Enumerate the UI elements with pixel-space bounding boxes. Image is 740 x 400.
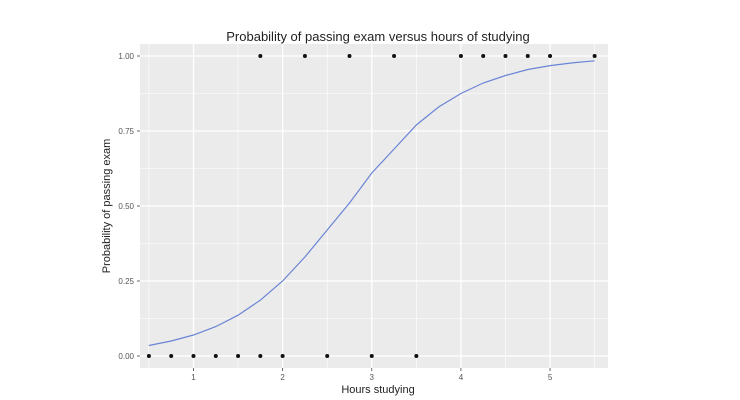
data-point <box>481 54 486 58</box>
data-point <box>392 54 397 58</box>
data-point <box>369 354 374 358</box>
y-axis-ticks: 0.00 0.25 0.50 0.75 1.00 <box>118 52 140 361</box>
data-point <box>503 54 508 58</box>
y-tick-label: 0.75 <box>118 127 134 136</box>
data-point <box>236 354 241 358</box>
y-tick-label: 0.00 <box>118 352 134 361</box>
data-point <box>347 54 352 58</box>
data-point <box>146 354 151 358</box>
x-tick-label: 2 <box>280 373 285 382</box>
y-axis-label: Probability of passing exam <box>101 139 113 274</box>
data-point <box>458 54 463 58</box>
data-point <box>525 54 530 58</box>
x-tick-label: 4 <box>459 373 464 382</box>
data-point <box>258 54 263 58</box>
data-point <box>325 354 330 358</box>
x-axis-ticks: 1 2 3 4 5 <box>191 368 553 382</box>
fitted-curve <box>148 60 595 347</box>
y-tick-label: 0.25 <box>118 277 134 286</box>
data-points <box>146 54 597 358</box>
data-point <box>548 54 553 58</box>
data-point <box>258 354 263 358</box>
x-tick-label: 5 <box>548 373 553 382</box>
x-axis-label: Hours studying <box>341 384 414 396</box>
data-point <box>191 354 196 358</box>
data-point <box>169 354 174 358</box>
x-tick-label: 3 <box>370 373 375 382</box>
y-tick-label: 1.00 <box>118 52 134 61</box>
x-tick-label: 1 <box>191 373 196 382</box>
data-point <box>302 54 307 58</box>
y-tick-label: 0.50 <box>118 202 134 211</box>
major-gridlines <box>140 44 608 368</box>
data-point <box>213 354 218 358</box>
data-point <box>592 54 597 58</box>
data-point <box>414 354 419 358</box>
data-point <box>280 354 285 358</box>
chart-title: Probability of passing exam versus hours… <box>226 29 530 44</box>
